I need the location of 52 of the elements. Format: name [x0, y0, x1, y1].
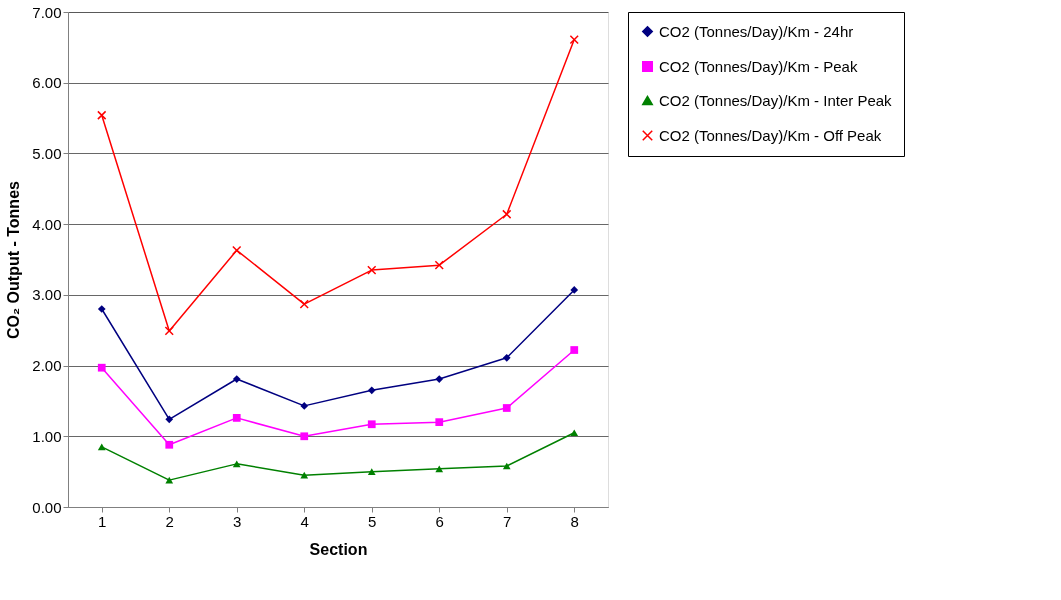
x-tick-label: 1 — [98, 512, 107, 530]
y-axis-title: CO₂ Output - Tonnes — [5, 180, 23, 339]
legend-label: CO2 (Tonnes/Day)/Km - Inter Peak — [659, 91, 893, 109]
point — [435, 465, 444, 473]
y-tick-label: 6.00 — [32, 74, 62, 92]
point — [367, 420, 376, 429]
point — [165, 415, 174, 424]
x-axis-title: Section — [309, 540, 368, 558]
x-tick-label: 5 — [368, 512, 377, 530]
point — [97, 363, 106, 372]
x-tick-label: 6 — [435, 512, 444, 530]
point — [165, 440, 174, 449]
point — [300, 402, 309, 410]
point — [435, 375, 444, 383]
y-tick-label: 5.00 — [32, 144, 62, 162]
y-tick-label: 1.00 — [32, 427, 62, 445]
point — [97, 443, 106, 451]
point — [570, 346, 579, 354]
point — [232, 245, 242, 255]
point — [232, 460, 241, 468]
x-tick-label: 4 — [300, 512, 309, 530]
point — [300, 471, 309, 479]
point — [300, 432, 309, 441]
legend-label: CO2 (Tonnes/Day)/Km - Peak — [659, 57, 858, 75]
x-tick-label: 8 — [570, 512, 579, 530]
point — [569, 34, 579, 45]
x-tick-label: 2 — [165, 512, 174, 530]
point — [367, 468, 376, 475]
point — [97, 305, 106, 313]
point — [502, 404, 511, 412]
x-tick-label: 7 — [503, 512, 512, 530]
point — [232, 375, 241, 383]
legend-label: CO2 (Tonnes/Day)/Km - Off Peak — [659, 126, 882, 144]
y-tick-label: 4.00 — [32, 215, 62, 233]
point — [367, 265, 377, 275]
y-tick-label: 2.00 — [32, 357, 62, 375]
y-tick-label: 0.00 — [32, 498, 62, 516]
point — [232, 414, 241, 422]
y-tick-label: 7.00 — [32, 3, 62, 21]
point — [97, 110, 107, 120]
legend-label: CO2 (Tonnes/Day)/Km - 24hr — [659, 22, 854, 40]
point — [570, 429, 579, 437]
point — [434, 260, 444, 270]
point — [299, 299, 309, 309]
point — [502, 353, 511, 362]
point — [435, 418, 444, 427]
point — [164, 326, 174, 336]
point — [502, 209, 512, 219]
point — [367, 386, 376, 395]
x-tick-label: 3 — [233, 512, 242, 530]
y-tick-label: 3.00 — [32, 286, 62, 304]
point — [570, 286, 579, 294]
